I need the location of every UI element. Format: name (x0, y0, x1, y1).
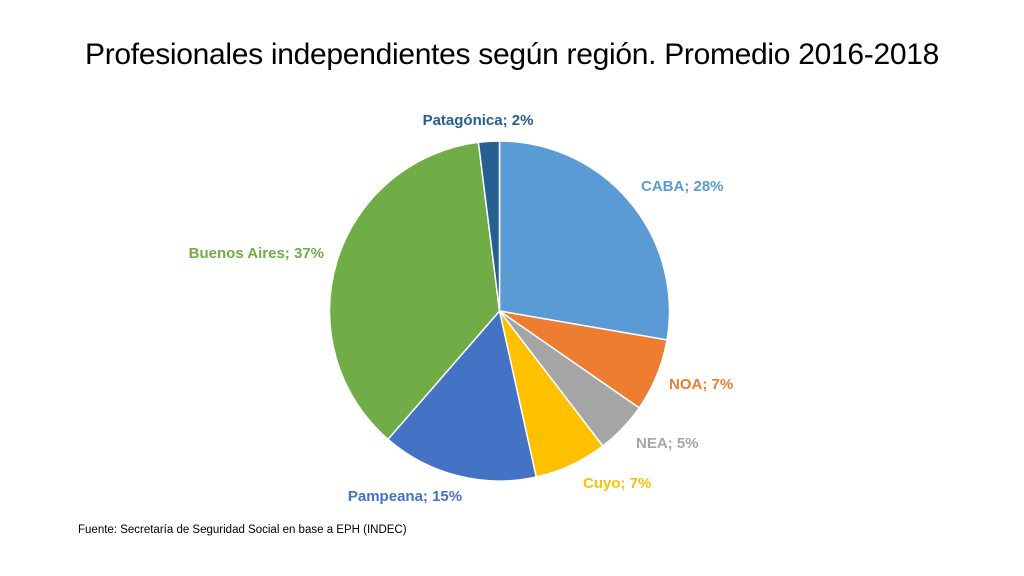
data-label-pampeana: Pampeana; 15% (348, 488, 462, 505)
data-label-patagonica: Patagónica; 2% (423, 112, 534, 129)
pie-slice-buenos-aires (328, 141, 501, 441)
pie-data-labels: CABA; 28% NOA; 7% NEA; 5% Cuyo; 7% Pampeana;… (189, 112, 734, 505)
source-note: Fuente: Secretaría de Seguridad Social e… (78, 524, 407, 536)
pie-slice-pampeana (387, 310, 537, 482)
data-label-cuyo: Cuyo; 7% (583, 475, 651, 492)
pie-slice-patagonica (477, 140, 501, 312)
data-label-buenos-aires: Buenos Aires; 37% (189, 245, 324, 262)
data-label-nea: NEA; 5% (636, 435, 699, 452)
data-label-noa: NOA; 7% (669, 376, 733, 393)
chart-title: Profesionales independientes según regió… (85, 38, 939, 71)
data-label-caba: CABA; 28% (641, 178, 724, 195)
pie-slice-caba (498, 140, 671, 341)
pie-slices (328, 140, 671, 482)
